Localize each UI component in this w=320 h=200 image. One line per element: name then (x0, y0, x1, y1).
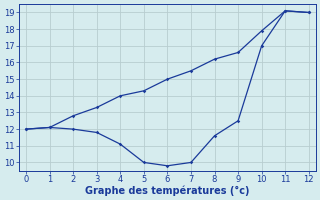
X-axis label: Graphe des températures (°c): Graphe des températures (°c) (85, 185, 250, 196)
